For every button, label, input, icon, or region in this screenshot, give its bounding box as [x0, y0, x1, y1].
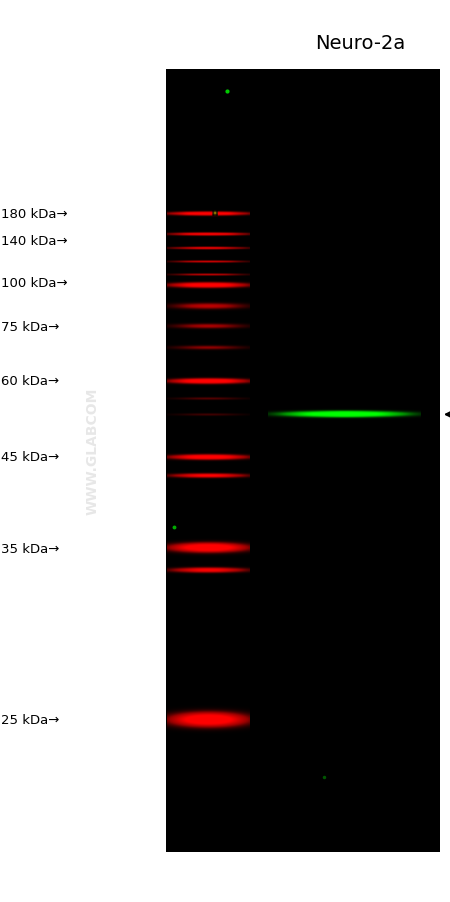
Text: 60 kDa→: 60 kDa→: [1, 375, 59, 388]
Bar: [166, 70, 440, 852]
Text: WWW.GLABCOM: WWW.GLABCOM: [85, 387, 99, 515]
Text: 140 kDa→: 140 kDa→: [1, 235, 68, 247]
Text: 25 kDa→: 25 kDa→: [1, 713, 59, 726]
Text: Neuro-2a: Neuro-2a: [315, 33, 405, 53]
Text: 35 kDa→: 35 kDa→: [1, 542, 59, 555]
Text: 180 kDa→: 180 kDa→: [1, 208, 68, 221]
Text: 75 kDa→: 75 kDa→: [1, 321, 59, 334]
Text: 45 kDa→: 45 kDa→: [1, 451, 59, 464]
Text: 100 kDa→: 100 kDa→: [1, 277, 68, 290]
